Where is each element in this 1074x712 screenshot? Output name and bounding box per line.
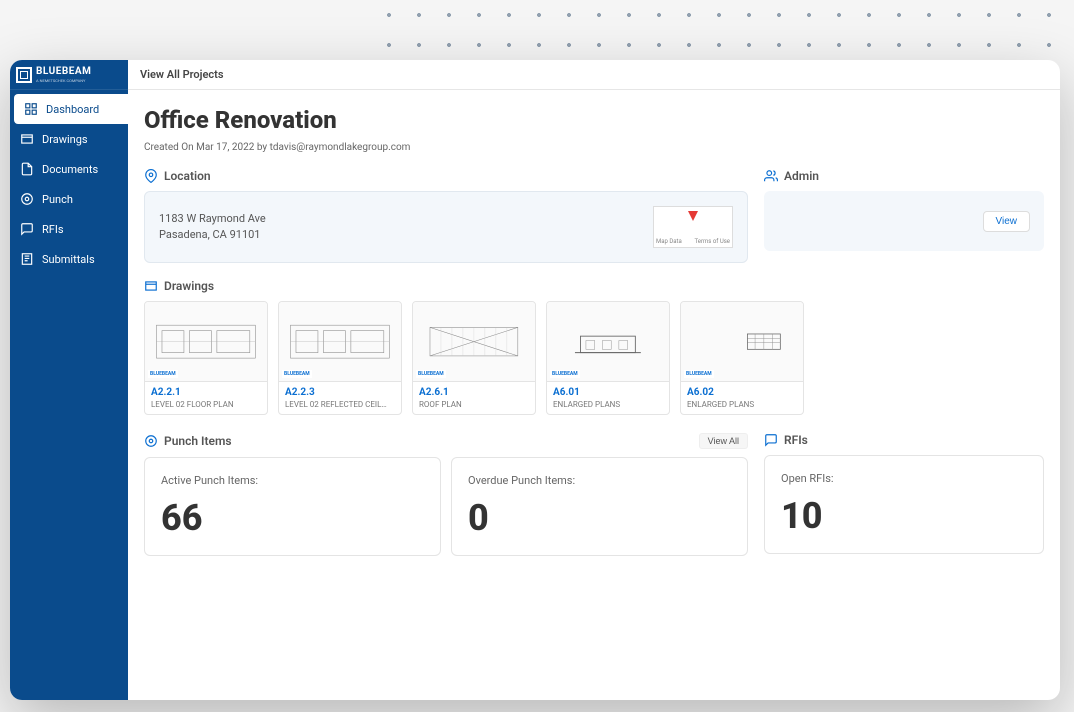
punch-section: Punch Items View All Active Punch Items:… (144, 433, 748, 556)
topbar: View All Projects (128, 60, 1060, 90)
admin-section-label: Admin (784, 169, 819, 183)
page-title: Office Renovation (144, 106, 1044, 134)
sidebar-nav: Dashboard Drawings Documents Punch (10, 90, 128, 274)
punch-view-all-button[interactable]: View All (699, 433, 748, 449)
drawing-name: LEVEL 02 REFLECTED CEIL… (285, 400, 395, 409)
view-all-projects-link[interactable]: View All Projects (140, 68, 223, 81)
rfis-section-label: RFIs (784, 433, 808, 447)
drawing-name: ROOF PLAN (419, 400, 529, 409)
logo-text: BLUEBEAM (36, 66, 91, 77)
sidebar-item-rfis[interactable]: RFIs (10, 214, 128, 244)
active-punch-card: Active Punch Items: 66 (144, 457, 441, 556)
drawings-section-label: Drawings (164, 279, 214, 293)
drawing-thumbnail: BLUEBEAM (681, 302, 803, 382)
admin-users-icon (764, 169, 778, 183)
drawing-card[interactable]: BLUEBEAM A2.6.1 ROOF PLAN (412, 301, 536, 415)
thumb-brand-label: BLUEBEAM (148, 370, 178, 378)
drawing-name: ENLARGED PLANS (553, 400, 663, 409)
punch-icon (20, 192, 34, 206)
sidebar-item-submittals[interactable]: Submittals (10, 244, 128, 274)
map-marker-icon (688, 211, 698, 221)
page-meta: Created On Mar 17, 2022 by tdavis@raymon… (144, 142, 1044, 153)
map-thumbnail[interactable]: Map Data Terms of Use (653, 206, 733, 248)
drawing-id: A6.02 (687, 387, 797, 398)
logo-tagline: A NEMETSCHEK COMPANY (36, 78, 91, 83)
address-line2: Pasadena, CA 91101 (159, 227, 266, 244)
thumb-brand-label: BLUEBEAM (416, 370, 446, 378)
open-rfis-value: 10 (781, 495, 1027, 537)
drawing-thumbnail: BLUEBEAM (413, 302, 535, 382)
admin-card: View (764, 191, 1044, 251)
app-window: BLUEBEAM A NEMETSCHEK COMPANY Dashboard … (10, 60, 1060, 700)
dashboard-icon (24, 102, 38, 116)
drawings-row: BLUEBEAMA2.2.1LEVEL 02 FLOOR PLANBLUEBEA… (144, 301, 1044, 415)
drawings-icon (20, 132, 34, 146)
drawing-name: ENLARGED PLANS (687, 400, 797, 409)
location-section-label: Location (164, 169, 211, 183)
rfis-section-icon (764, 433, 778, 447)
open-rfis-label: Open RFIs: (781, 472, 1027, 485)
thumb-brand-label: BLUEBEAM (282, 370, 312, 378)
drawing-id: A2.2.3 (285, 387, 395, 398)
drawing-id: A2.6.1 (419, 387, 529, 398)
admin-section: Admin View (764, 169, 1044, 263)
main-area: View All Projects Office Renovation Crea… (128, 60, 1060, 700)
documents-icon (20, 162, 34, 176)
drawing-card[interactable]: BLUEBEAM A2.2.3 LEVEL 02 REFLECTED CEIL… (278, 301, 402, 415)
sidebar-item-label: Submittals (42, 253, 95, 266)
thumb-brand-label: BLUEBEAM (684, 370, 714, 378)
punch-section-label: Punch Items (164, 434, 232, 448)
drawing-card[interactable]: BLUEBEAM A6.02 ENLARGED PLANS (680, 301, 804, 415)
location-section: Location 1183 W Raymond Ave Pasadena, CA… (144, 169, 748, 263)
drawing-thumbnail: BLUEBEAM (145, 302, 267, 382)
drawing-thumbnail: BLUEBEAM (547, 302, 669, 382)
sidebar-item-label: Dashboard (46, 103, 99, 116)
drawing-card[interactable]: BLUEBEAM A2.2.1 LEVEL 02 FLOOR PLAN (144, 301, 268, 415)
drawing-name: LEVEL 02 FLOOR PLAN (151, 400, 261, 409)
logo[interactable]: BLUEBEAM A NEMETSCHEK COMPANY (10, 60, 128, 90)
submittals-icon (20, 252, 34, 266)
sidebar-item-label: Drawings (42, 133, 88, 146)
sidebar-item-drawings[interactable]: Drawings (10, 124, 128, 154)
drawings-section: Drawings BLUEBEAM A2.2.1 LEVEL 02 FLOOR PL… (144, 279, 1044, 415)
overdue-punch-card: Overdue Punch Items: 0 (451, 457, 748, 556)
sidebar-item-label: RFIs (42, 223, 64, 236)
drawing-id: A6.01 (553, 387, 663, 398)
overdue-punch-value: 0 (468, 497, 731, 539)
active-punch-label: Active Punch Items: (161, 474, 424, 487)
overdue-punch-label: Overdue Punch Items: (468, 474, 731, 487)
drawing-id: A2.2.1 (151, 387, 261, 398)
sidebar-item-documents[interactable]: Documents (10, 154, 128, 184)
admin-view-button[interactable]: View (983, 211, 1031, 232)
active-punch-value: 66 (161, 497, 424, 539)
map-data-label: Map Data (656, 238, 682, 245)
location-card: 1183 W Raymond Ave Pasadena, CA 91101 Ma… (144, 191, 748, 263)
open-rfis-card: Open RFIs: 10 (764, 455, 1044, 554)
logo-mark-icon (16, 67, 32, 83)
drawing-thumbnail: BLUEBEAM (279, 302, 401, 382)
drawings-section-icon (144, 279, 158, 293)
punch-section-icon (144, 434, 158, 448)
sidebar-item-dashboard[interactable]: Dashboard (14, 94, 128, 124)
location-address: 1183 W Raymond Ave Pasadena, CA 91101 (159, 211, 266, 244)
location-pin-icon (144, 169, 158, 183)
thumb-brand-label: BLUEBEAM (550, 370, 580, 378)
rfi-icon (20, 222, 34, 236)
sidebar-item-label: Punch (42, 193, 73, 206)
drawing-card[interactable]: BLUEBEAM A6.01 ENLARGED PLANS (546, 301, 670, 415)
sidebar-item-punch[interactable]: Punch (10, 184, 128, 214)
address-line1: 1183 W Raymond Ave (159, 211, 266, 228)
sidebar: BLUEBEAM A NEMETSCHEK COMPANY Dashboard … (10, 60, 128, 700)
content: Office Renovation Created On Mar 17, 202… (128, 90, 1060, 700)
map-terms-label: Terms of Use (694, 238, 730, 245)
sidebar-item-label: Documents (42, 163, 98, 176)
rfis-section: RFIs Open RFIs: 10 (764, 433, 1044, 556)
